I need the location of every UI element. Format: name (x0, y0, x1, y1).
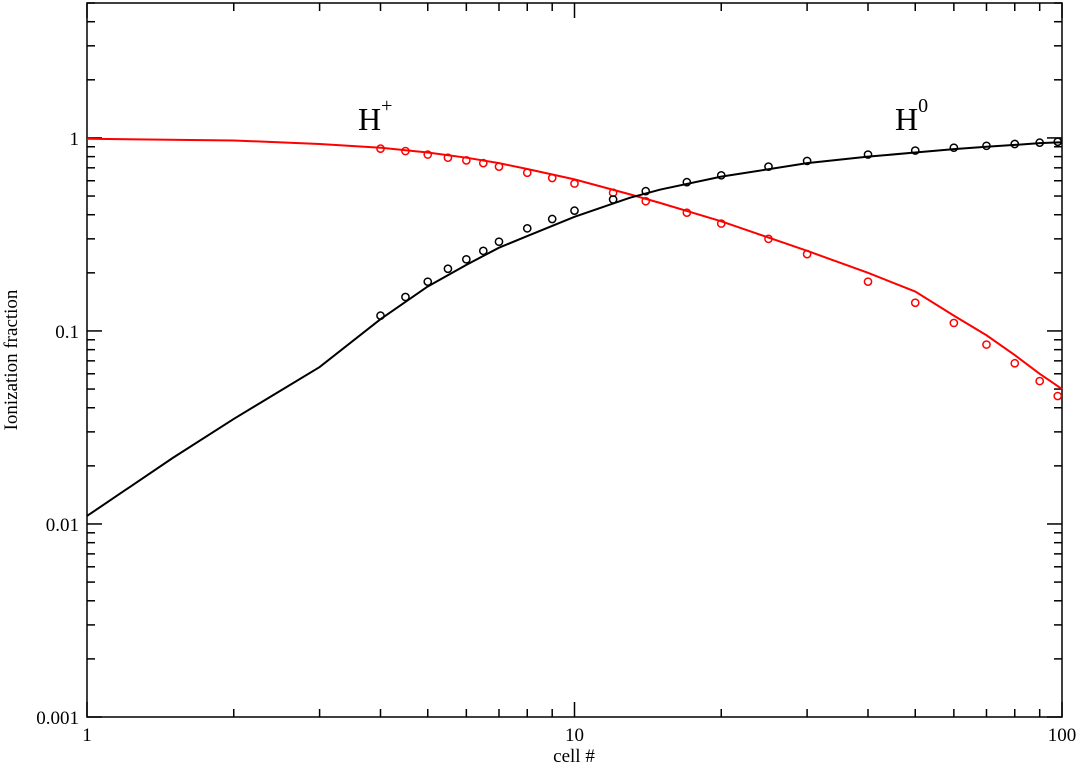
data-point (461, 254, 471, 264)
data-point (910, 298, 920, 308)
data-point (423, 150, 433, 159)
data-point (547, 173, 557, 183)
data-point (522, 224, 532, 233)
x-axis-label: cell # (553, 746, 595, 767)
series-line (86, 137, 1063, 390)
data-point (401, 292, 410, 302)
annotation-text: H (358, 101, 381, 137)
data-point (461, 156, 471, 165)
data-point (764, 234, 773, 244)
data-point (949, 318, 959, 328)
data-point (376, 144, 385, 153)
data-point (802, 156, 812, 166)
data-point (1035, 376, 1045, 386)
data-point (570, 206, 579, 215)
data-point (423, 277, 433, 287)
annotation-sup: 0 (918, 95, 928, 117)
y-tick-label: 0.1 (55, 322, 79, 343)
x-tick-label: 1 (82, 725, 92, 746)
series-line (86, 141, 1063, 517)
data-point (982, 340, 991, 349)
data-point (910, 146, 920, 155)
data-point (570, 179, 579, 188)
data-point (716, 219, 726, 228)
annotation-sup: + (381, 95, 392, 117)
data-point (949, 143, 959, 153)
data-point (547, 214, 557, 224)
data-point (863, 150, 873, 159)
data-point (1010, 358, 1020, 368)
data-point (478, 246, 488, 256)
x-tick-label: 100 (1048, 725, 1077, 746)
data-point (443, 264, 453, 274)
annotation-text: H (895, 101, 918, 137)
data-point (682, 208, 692, 218)
data-point (522, 168, 532, 178)
data-point (863, 277, 873, 287)
y-axis-label: Ionization fraction (1, 289, 22, 430)
data-point (1010, 139, 1020, 149)
x-tick-label: 10 (565, 725, 584, 746)
y-tick-label: 0.01 (46, 515, 79, 536)
y-tick-label: 1 (70, 129, 80, 150)
data-point (641, 196, 651, 206)
data-point (1053, 137, 1063, 147)
data-point (494, 237, 504, 247)
annotation: H+ (358, 95, 392, 137)
data-point (1035, 138, 1045, 148)
data-point (478, 158, 488, 168)
data-point (641, 186, 651, 196)
y-tick-label: 0.001 (36, 708, 79, 729)
data-point (802, 249, 812, 259)
data-point (1053, 391, 1063, 401)
data-point (764, 162, 773, 171)
data-point (716, 170, 726, 180)
data-point (401, 146, 410, 156)
data-point (494, 162, 504, 171)
data-point (982, 141, 991, 151)
data-point (608, 195, 618, 204)
data-point (443, 153, 453, 163)
annotation: H0 (895, 95, 928, 137)
data-point (682, 177, 692, 187)
data-point (376, 311, 385, 321)
